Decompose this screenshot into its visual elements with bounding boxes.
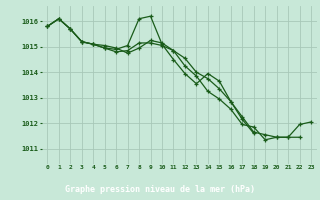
Text: Graphe pression niveau de la mer (hPa): Graphe pression niveau de la mer (hPa) <box>65 186 255 194</box>
